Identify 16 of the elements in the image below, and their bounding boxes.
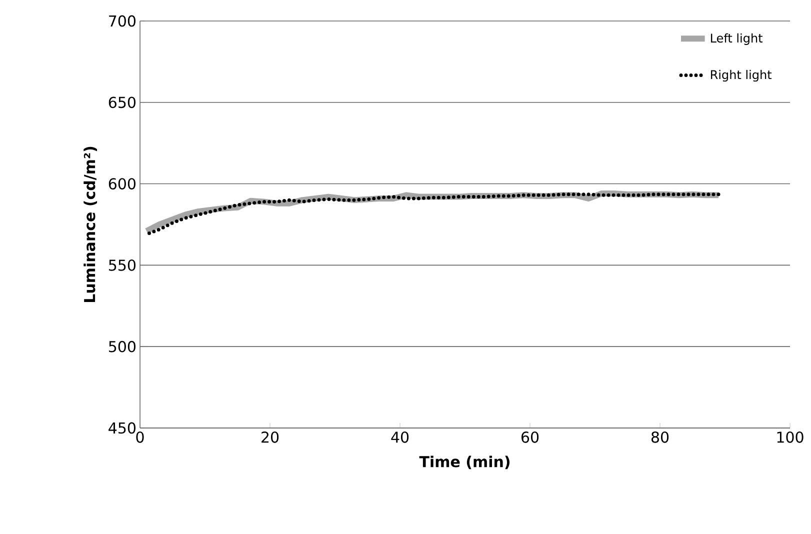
x-tick-label: 0 [136,431,144,443]
x-tick-label: 60 [522,431,539,443]
y-tick-label: 500 [109,340,136,352]
x-tick-label: 20 [262,431,279,443]
y-axis-title: Luminance (cd/m²) [84,146,98,302]
y-tick-label: 450 [108,422,136,434]
x-axis-title: Time (min) [419,456,510,470]
y-tick-label: 600 [108,178,136,190]
y-tick-label: 650 [108,96,136,108]
x-tick-label: 40 [391,431,409,443]
y-tick-label: 700 [109,15,136,27]
legend-label: Right light [710,70,772,82]
legend-label: Left light [710,33,763,45]
y-tick-label: 550 [109,260,136,271]
x-tick-label: 100 [777,431,804,443]
x-tick-label: 80 [651,431,669,443]
